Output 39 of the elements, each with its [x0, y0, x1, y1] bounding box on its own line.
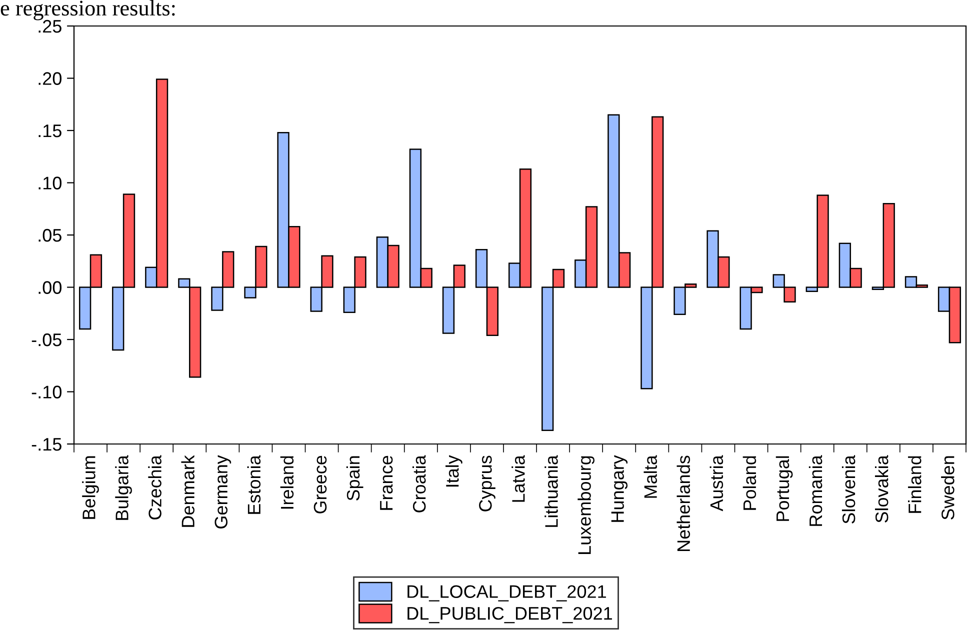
y-tick-label: .15 — [38, 124, 62, 138]
x-tick-label: Malta — [644, 455, 657, 498]
y-tick-label: .10 — [38, 176, 62, 190]
x-tick-label: Portugal — [776, 456, 793, 521]
x-tick-label: Sweden — [941, 456, 954, 520]
x-tick-label: Hungary — [611, 455, 628, 522]
y-tick-label: -.05 — [32, 333, 62, 346]
x-tick-label: France — [380, 456, 393, 510]
x-tick-label: Finland — [908, 456, 922, 513]
x-tick-label: Belgium — [82, 456, 99, 519]
legend-label: DL_PUBLIC_DEBT_2021 — [408, 606, 612, 624]
legend-label: DL_LOCAL_DEBT_2021 — [408, 585, 606, 602]
y-tick-label: .25 — [38, 20, 62, 33]
x-tick-label: Croatia — [412, 455, 426, 512]
x-tick-label: Estonia — [247, 455, 261, 514]
y-tick-label: .00 — [38, 281, 62, 294]
x-tick-label: Germany — [214, 455, 232, 528]
x-tick-label: Slovakia — [874, 455, 888, 523]
x-tick-label: Netherlands — [676, 456, 690, 551]
y-tick-label: .05 — [38, 228, 62, 242]
x-tick-label: Poland — [742, 456, 756, 510]
y-tick-label: .20 — [38, 72, 62, 85]
x-tick-label: Denmark — [181, 455, 194, 527]
x-tick-label: Lithuania — [544, 455, 558, 527]
x-tick-label: Spain — [346, 456, 364, 500]
x-tick-label: Cyprus — [479, 456, 496, 512]
y-tick-label: -.15 — [32, 438, 62, 451]
x-tick-label: Austria — [710, 455, 724, 512]
x-tick-label: Slovenia — [842, 455, 856, 524]
x-tick-label: Ireland — [280, 456, 294, 509]
y-tick-label: -.10 — [32, 386, 62, 398]
text: e regression results: — [0, 0, 175, 20]
x-tick-label: Italy — [446, 455, 462, 487]
x-tick-label: Greece — [314, 456, 327, 514]
x-tick-label: Latvia — [512, 455, 525, 502]
x-tick-label: Bulgaria — [115, 455, 132, 520]
x-tick-label: Czechia — [148, 455, 162, 520]
x-tick-label: Romania — [808, 455, 822, 526]
x-tick-label: Luxembourg — [578, 456, 594, 554]
